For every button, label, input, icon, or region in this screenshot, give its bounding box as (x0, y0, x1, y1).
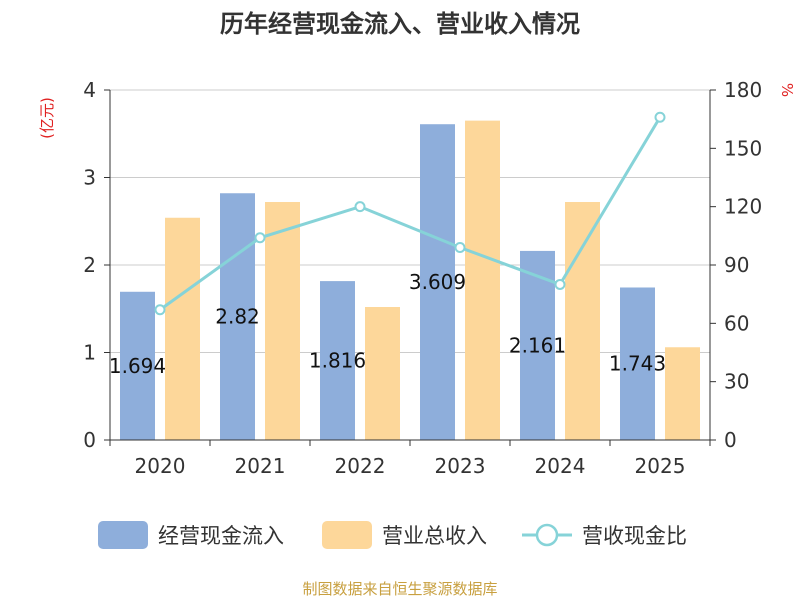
line-point (354, 201, 366, 213)
line-point (654, 111, 666, 123)
legend-marker (535, 523, 559, 547)
source-note: 制图数据来自恒生聚源数据库 (302, 580, 497, 598)
bar (465, 120, 500, 440)
axes: 0 1 2 3 4 0 30 60 90 120 150 180 2020 2021 2022 2023 202… (83, 78, 762, 478)
bar (565, 202, 600, 440)
right-tick-label: 30 (724, 370, 749, 394)
line-point (454, 242, 466, 253)
legend-swatch (322, 521, 372, 549)
left-tick-label: 1 (83, 341, 96, 365)
data-label: 1.816 (309, 349, 366, 373)
x-tick-label: 2023 (435, 454, 486, 478)
bar (320, 281, 355, 440)
data-label: 3.609 (409, 270, 466, 294)
legend: 经营现金流入 营业总收入 营收现金比 (98, 521, 687, 549)
line-point (154, 304, 166, 316)
x-tick-label: 2022 (335, 454, 386, 478)
right-tick-label: 90 (724, 253, 749, 277)
bars (120, 120, 700, 441)
data-label: 1.694 (109, 354, 166, 378)
legend-label: 营业总收入 (382, 524, 487, 548)
left-tick-label: 3 (83, 166, 96, 190)
data-label: 2.82 (215, 305, 260, 329)
right-tick-label: 150 (724, 136, 762, 160)
data-labels: 1.694 2.82 1.816 3.609 2.161 1.743 (109, 270, 666, 378)
left-tick-label: 0 (83, 428, 96, 452)
legend-swatch (98, 521, 148, 549)
gridlines (110, 89, 710, 353)
bar (620, 287, 655, 440)
right-tick-label: 120 (724, 195, 762, 219)
x-tick-label: 2020 (135, 454, 186, 478)
bar (665, 347, 700, 440)
line-point (554, 278, 566, 290)
bar (520, 250, 555, 440)
bar (365, 307, 400, 440)
bar (165, 217, 200, 440)
x-tick-label: 2021 (235, 454, 286, 478)
legend-label: 经营现金流入 (158, 524, 284, 548)
x-tick-label: 2024 (535, 454, 586, 478)
data-label: 1.743 (609, 352, 666, 376)
bar (220, 193, 255, 440)
bar (120, 291, 155, 440)
left-tick-label: 2 (83, 253, 96, 277)
right-axis-unit: % (778, 83, 796, 97)
data-label: 2.161 (509, 333, 566, 357)
ratio-line (154, 111, 666, 316)
right-tick-label: 180 (724, 78, 762, 102)
left-tick-label: 4 (83, 78, 96, 102)
left-axis-unit: (亿元) (38, 97, 56, 139)
x-tick-label: 2025 (635, 454, 686, 478)
line-point (254, 232, 266, 244)
ratio-line-path (159, 116, 662, 311)
bar (265, 202, 300, 440)
legend-label: 营收现金比 (582, 524, 687, 548)
chart-title: 历年经营现金流入、营业收入情况 (220, 10, 580, 38)
right-tick-label: 0 (724, 428, 737, 452)
right-tick-label: 60 (724, 311, 749, 335)
bar (420, 124, 455, 441)
